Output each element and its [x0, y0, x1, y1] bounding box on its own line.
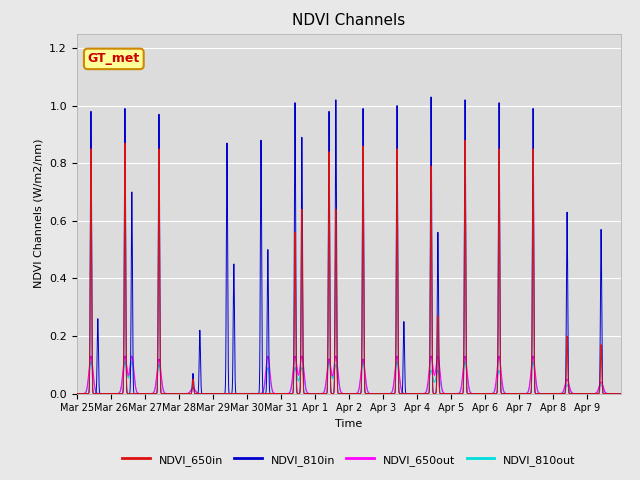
Title: NDVI Channels: NDVI Channels — [292, 13, 405, 28]
X-axis label: Time: Time — [335, 419, 362, 429]
Legend: NDVI_650in, NDVI_810in, NDVI_650out, NDVI_810out: NDVI_650in, NDVI_810in, NDVI_650out, NDV… — [118, 450, 580, 470]
Text: GT_met: GT_met — [88, 52, 140, 65]
Y-axis label: NDVI Channels (W/m2/nm): NDVI Channels (W/m2/nm) — [34, 139, 44, 288]
